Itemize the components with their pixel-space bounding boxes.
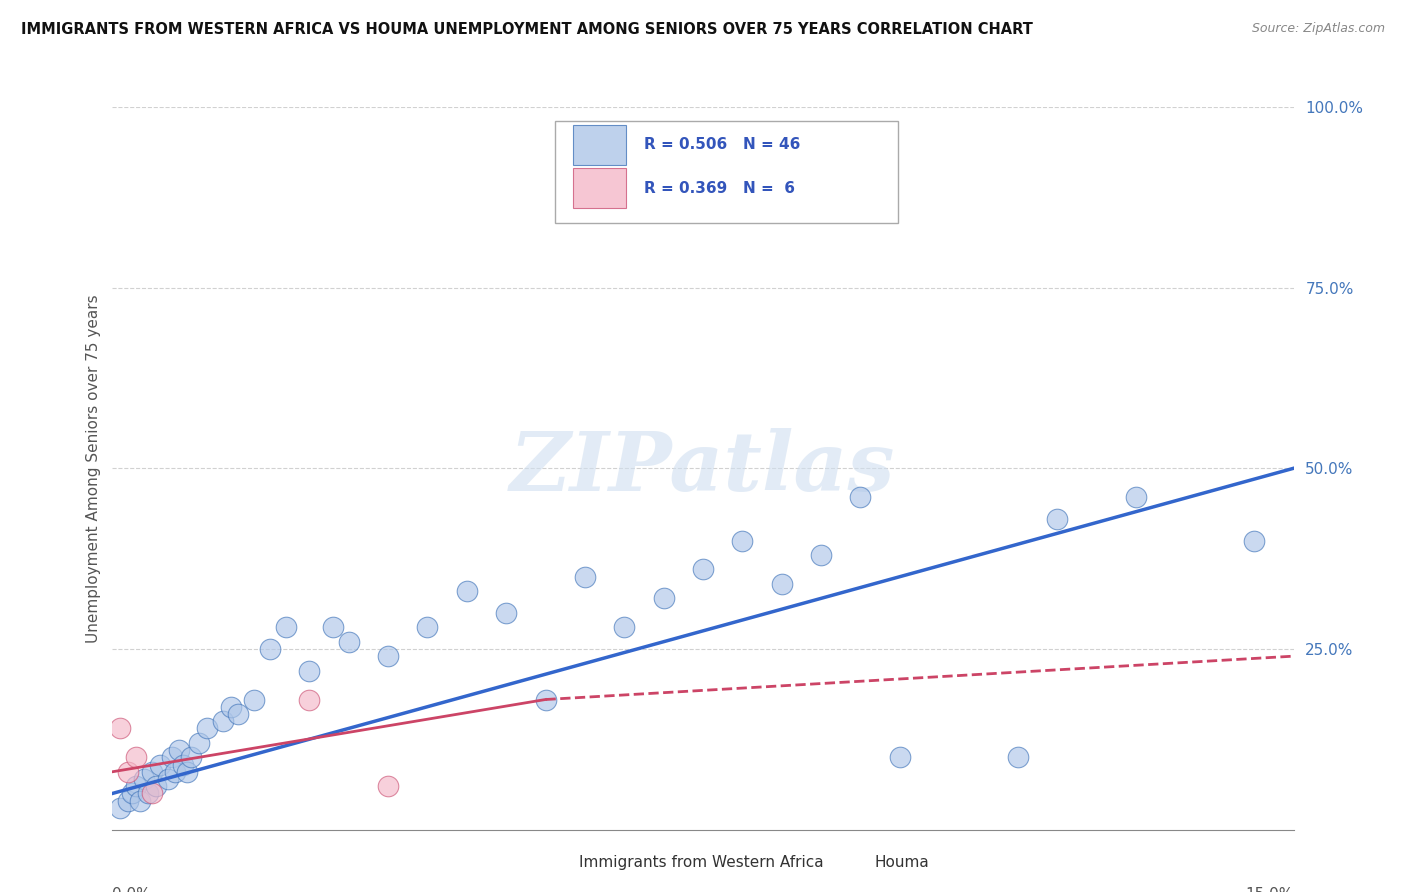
- Point: [534, 692, 557, 706]
- Point: [195, 722, 218, 736]
- Point: [156, 772, 179, 786]
- Point: [456, 584, 478, 599]
- Point: [141, 787, 163, 801]
- Point: [298, 692, 321, 706]
- FancyBboxPatch shape: [515, 847, 561, 877]
- Point: [129, 794, 152, 808]
- Point: [180, 750, 202, 764]
- Point: [1046, 512, 1069, 526]
- Point: [889, 750, 911, 764]
- FancyBboxPatch shape: [810, 847, 856, 877]
- Point: [274, 620, 297, 634]
- Point: [1007, 750, 1029, 764]
- Point: [145, 779, 167, 793]
- Point: [172, 757, 194, 772]
- Point: [770, 577, 793, 591]
- Point: [219, 699, 242, 714]
- Point: [322, 620, 344, 634]
- Point: [692, 562, 714, 576]
- Point: [652, 591, 675, 606]
- Point: [188, 736, 211, 750]
- Point: [228, 706, 250, 721]
- Point: [110, 722, 132, 736]
- Point: [298, 664, 321, 678]
- Point: [125, 779, 148, 793]
- Point: [165, 764, 187, 779]
- Point: [259, 642, 281, 657]
- Point: [211, 714, 233, 728]
- Point: [416, 620, 439, 634]
- Point: [136, 787, 159, 801]
- Point: [169, 743, 191, 757]
- Point: [132, 772, 155, 786]
- Point: [377, 779, 399, 793]
- Text: Houma: Houma: [875, 855, 929, 870]
- Point: [149, 757, 172, 772]
- Point: [1125, 490, 1147, 504]
- FancyBboxPatch shape: [555, 121, 898, 223]
- Point: [117, 764, 139, 779]
- Text: R = 0.506   N = 46: R = 0.506 N = 46: [644, 137, 800, 153]
- Point: [810, 548, 832, 562]
- Point: [337, 634, 360, 648]
- Point: [574, 569, 596, 583]
- Y-axis label: Unemployment Among Seniors over 75 years: Unemployment Among Seniors over 75 years: [86, 294, 101, 642]
- Text: 0.0%: 0.0%: [112, 888, 152, 892]
- Point: [117, 794, 139, 808]
- Text: R = 0.369   N =  6: R = 0.369 N = 6: [644, 181, 794, 196]
- Point: [1243, 533, 1265, 548]
- Point: [160, 750, 183, 764]
- Point: [731, 533, 754, 548]
- Point: [110, 801, 132, 815]
- Point: [176, 764, 198, 779]
- Text: Source: ZipAtlas.com: Source: ZipAtlas.com: [1251, 22, 1385, 36]
- Point: [141, 764, 163, 779]
- FancyBboxPatch shape: [574, 169, 626, 208]
- Text: IMMIGRANTS FROM WESTERN AFRICA VS HOUMA UNEMPLOYMENT AMONG SENIORS OVER 75 YEARS: IMMIGRANTS FROM WESTERN AFRICA VS HOUMA …: [21, 22, 1033, 37]
- Point: [849, 490, 872, 504]
- Point: [125, 750, 148, 764]
- Text: Immigrants from Western Africa: Immigrants from Western Africa: [579, 855, 824, 870]
- FancyBboxPatch shape: [574, 125, 626, 165]
- Text: ZIPatlas: ZIPatlas: [510, 428, 896, 508]
- Point: [613, 620, 636, 634]
- Text: 15.0%: 15.0%: [1246, 888, 1294, 892]
- Point: [377, 649, 399, 664]
- Point: [121, 787, 143, 801]
- Point: [243, 692, 266, 706]
- Point: [495, 606, 517, 620]
